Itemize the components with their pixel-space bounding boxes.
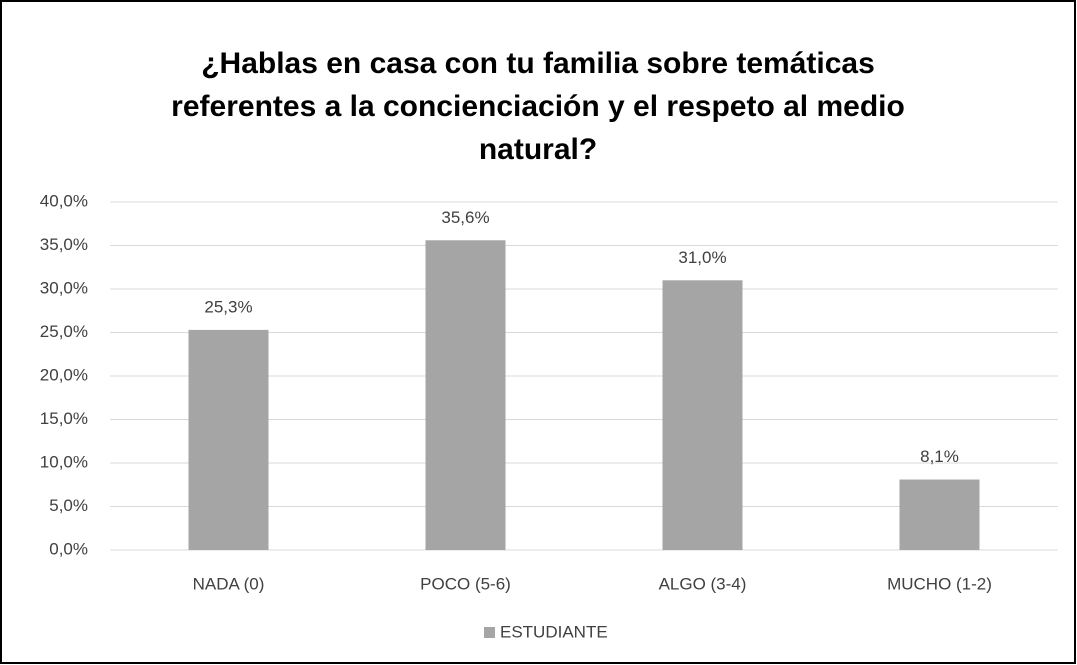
bar	[188, 329, 269, 550]
y-tick-label: 10,0%	[40, 452, 88, 471]
y-tick-label: 5,0%	[49, 496, 88, 515]
legend-swatch	[484, 627, 495, 638]
bar	[662, 280, 743, 550]
y-tick-label: 30,0%	[40, 278, 88, 297]
x-tick-label: ALGO (3-4)	[659, 574, 747, 593]
y-tick-label: 40,0%	[40, 191, 88, 210]
bar	[425, 240, 506, 550]
y-tick-label: 20,0%	[40, 365, 88, 384]
chart-title: ¿Hablas en casa con tu familia sobre tem…	[171, 47, 905, 166]
y-tick-label: 35,0%	[40, 235, 88, 254]
y-tick-label: 15,0%	[40, 409, 88, 428]
data-label: 25,3%	[204, 297, 252, 316]
y-tick-label: 25,0%	[40, 322, 88, 341]
data-label: 31,0%	[678, 248, 726, 267]
x-tick-label: MUCHO (1-2)	[887, 574, 992, 593]
x-tick-label: POCO (5-6)	[420, 574, 511, 593]
bar	[899, 479, 980, 550]
data-label: 35,6%	[441, 208, 489, 227]
legend-label: ESTUDIANTE	[500, 622, 608, 641]
data-label: 8,1%	[920, 447, 959, 466]
x-tick-label: NADA (0)	[193, 574, 265, 593]
y-tick-label: 0,0%	[49, 539, 88, 558]
